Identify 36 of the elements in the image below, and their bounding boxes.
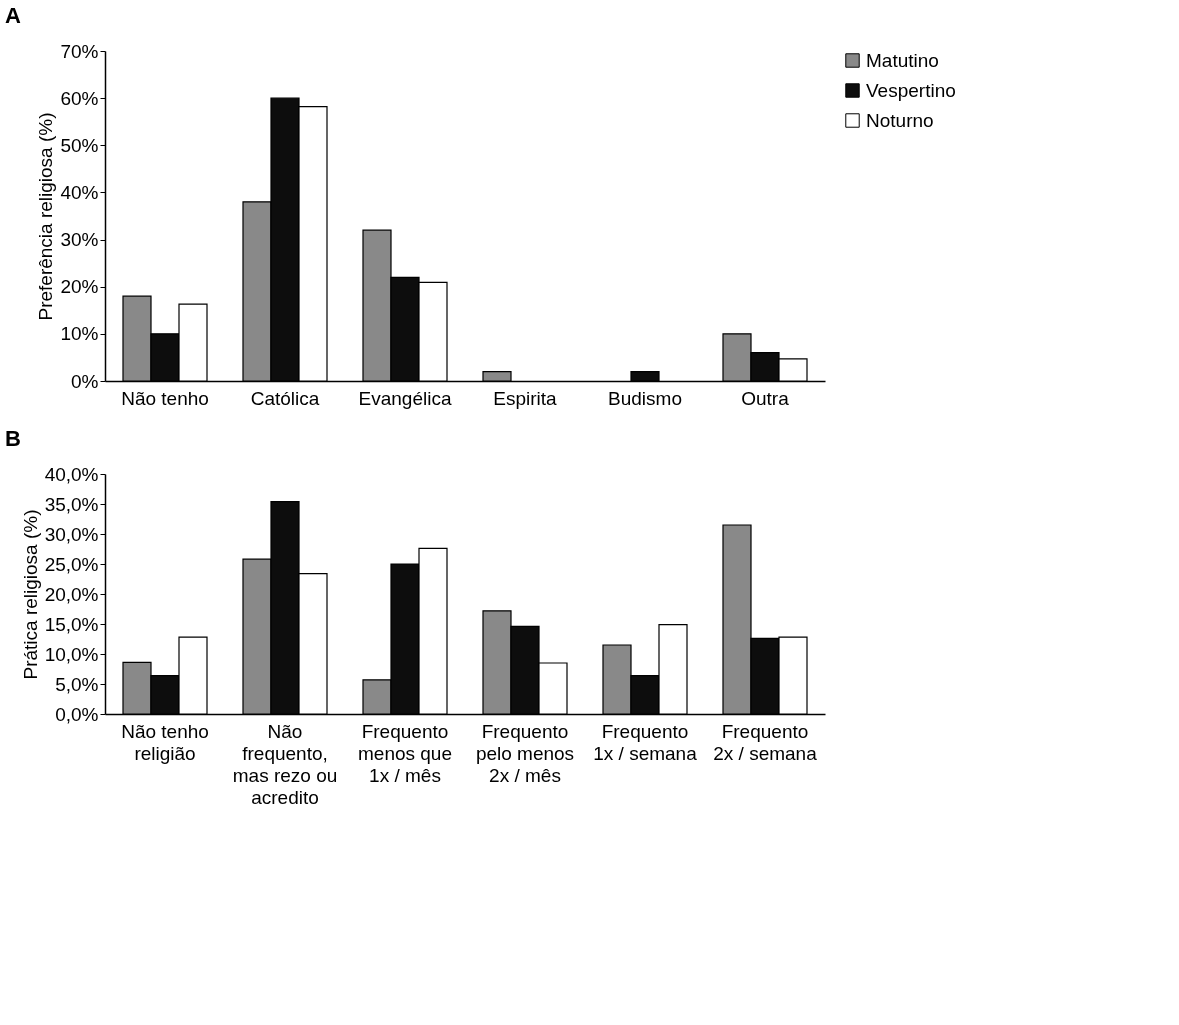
x-tick-label: Frequento 1x / semana: [593, 720, 698, 764]
x-tick-label: Espirita: [493, 387, 558, 409]
y-tick-label: 0,0%: [55, 703, 99, 725]
legend-label: Noturno: [866, 109, 934, 131]
x-tick-label: Frequento menos que 1x / mês: [357, 720, 453, 786]
y-tick-label: 25,0%: [44, 553, 99, 575]
x-tick-label: Frequento 2x / semana: [713, 720, 818, 764]
legend-label: Vespertino: [866, 79, 956, 101]
x-tick-label: Não frequento, mas rezo ou acredito: [232, 720, 338, 808]
x-tick-label: Budismo: [608, 387, 682, 409]
y-tick-label: 40,0%: [44, 463, 99, 485]
x-tick-label: Outra: [741, 387, 790, 409]
x-tick-label: Evangélica: [358, 387, 452, 409]
y-tick-label: 20%: [60, 276, 99, 298]
y-tick-label: 10,0%: [44, 643, 99, 665]
y-tick-label: 30%: [60, 229, 99, 251]
y-tick-label: 70%: [60, 40, 99, 62]
y-tick-label: 60%: [60, 87, 99, 109]
chart-title: B: [5, 426, 21, 451]
x-tick-label: Não tenho religião: [121, 720, 209, 764]
legend-label: Matutino: [866, 49, 939, 71]
x-tick-label: Não tenho: [121, 387, 209, 409]
y-tick-label: 50%: [60, 134, 99, 156]
y-tick-label: 30,0%: [44, 523, 99, 545]
y-tick-label: 40%: [60, 181, 99, 203]
y-tick-label: 5,0%: [55, 673, 99, 695]
y-tick-label: 35,0%: [44, 493, 99, 515]
y-axis-title: Preferência religiosa (%): [35, 112, 57, 321]
y-tick-label: 15,0%: [44, 613, 99, 635]
y-tick-label: 20,0%: [44, 583, 99, 605]
chart-title: A: [5, 3, 21, 28]
y-tick-label: 0%: [71, 370, 99, 392]
x-tick-label: Frequento pelo menos 2x / mês: [475, 720, 575, 786]
y-axis-title: Prática religiosa (%): [19, 509, 41, 680]
x-tick-label: Católica: [250, 387, 320, 409]
y-tick-label: 10%: [60, 323, 99, 345]
